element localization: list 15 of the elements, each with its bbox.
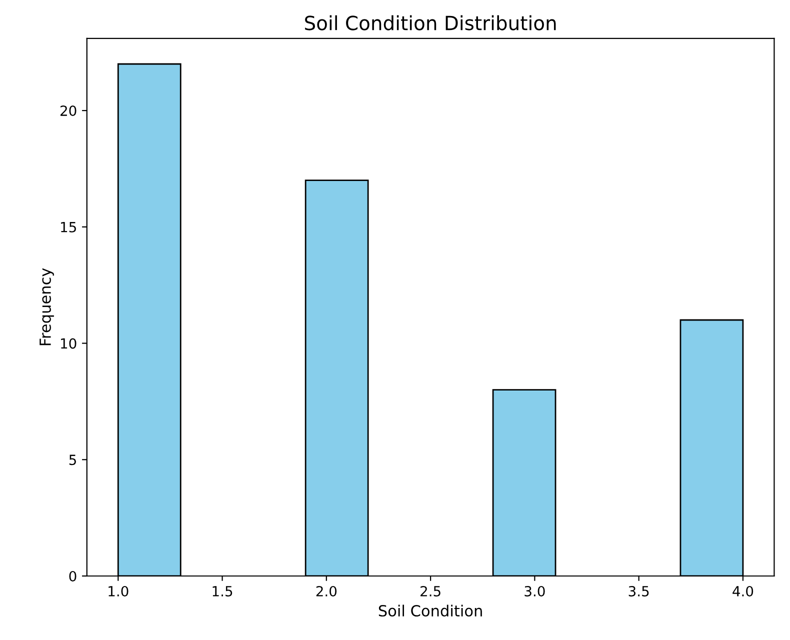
y-tick-label: 0 (69, 570, 76, 582)
x-tick-label: 2.0 (316, 586, 337, 596)
x-tick-label: 3.5 (628, 586, 649, 596)
y-tick-label: 5 (69, 454, 76, 466)
y-axis-title: Frequency (40, 268, 54, 346)
chart-title: Soil Condition Distribution (305, 15, 556, 30)
x-tick-label: 3.0 (524, 586, 545, 596)
x-tick-label: 1.5 (212, 586, 232, 596)
x-axis-title: Soil Condition (378, 604, 482, 617)
y-tick-label: 15 (61, 222, 76, 232)
x-tick-label: 2.5 (420, 586, 440, 596)
y-tick-label: 10 (61, 338, 76, 349)
y-tick-label: 20 (60, 106, 76, 116)
x-tick-label: 1.0 (108, 586, 128, 596)
x-tick-label: 4.0 (732, 586, 754, 596)
